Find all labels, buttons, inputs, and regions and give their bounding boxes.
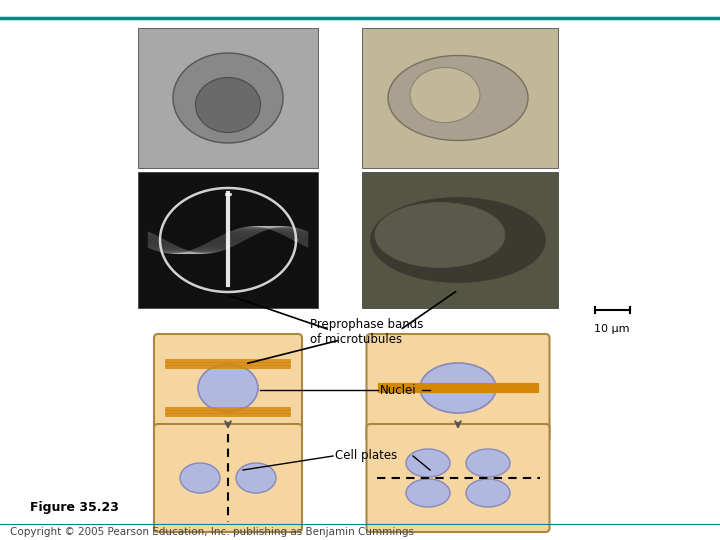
Ellipse shape [196,78,261,132]
Text: Cell plates: Cell plates [335,449,397,462]
Ellipse shape [420,363,496,413]
Bar [138,28,318,168]
FancyBboxPatch shape [154,334,302,442]
Ellipse shape [375,202,505,267]
FancyBboxPatch shape [154,424,302,532]
Text: Nuclei: Nuclei [380,383,417,396]
FancyBboxPatch shape [366,334,549,442]
Ellipse shape [406,479,450,507]
Ellipse shape [466,479,510,507]
Ellipse shape [388,56,528,140]
Ellipse shape [236,463,276,493]
Ellipse shape [158,183,298,298]
Ellipse shape [466,449,510,477]
FancyBboxPatch shape [366,424,549,532]
Ellipse shape [410,68,480,123]
Ellipse shape [371,198,546,282]
Ellipse shape [173,53,283,143]
Text: Preprophase bands
of microtubules: Preprophase bands of microtubules [310,318,423,346]
Text: Figure 35.23: Figure 35.23 [30,502,119,515]
Bar [362,28,558,168]
Ellipse shape [406,449,450,477]
Bar [138,172,318,308]
Text: Copyright © 2005 Pearson Education, Inc. publishing as Benjamin Cummings: Copyright © 2005 Pearson Education, Inc.… [10,527,414,537]
Ellipse shape [198,364,258,412]
Ellipse shape [180,463,220,493]
Text: 10 μm: 10 μm [594,324,630,334]
Bar [362,172,558,308]
